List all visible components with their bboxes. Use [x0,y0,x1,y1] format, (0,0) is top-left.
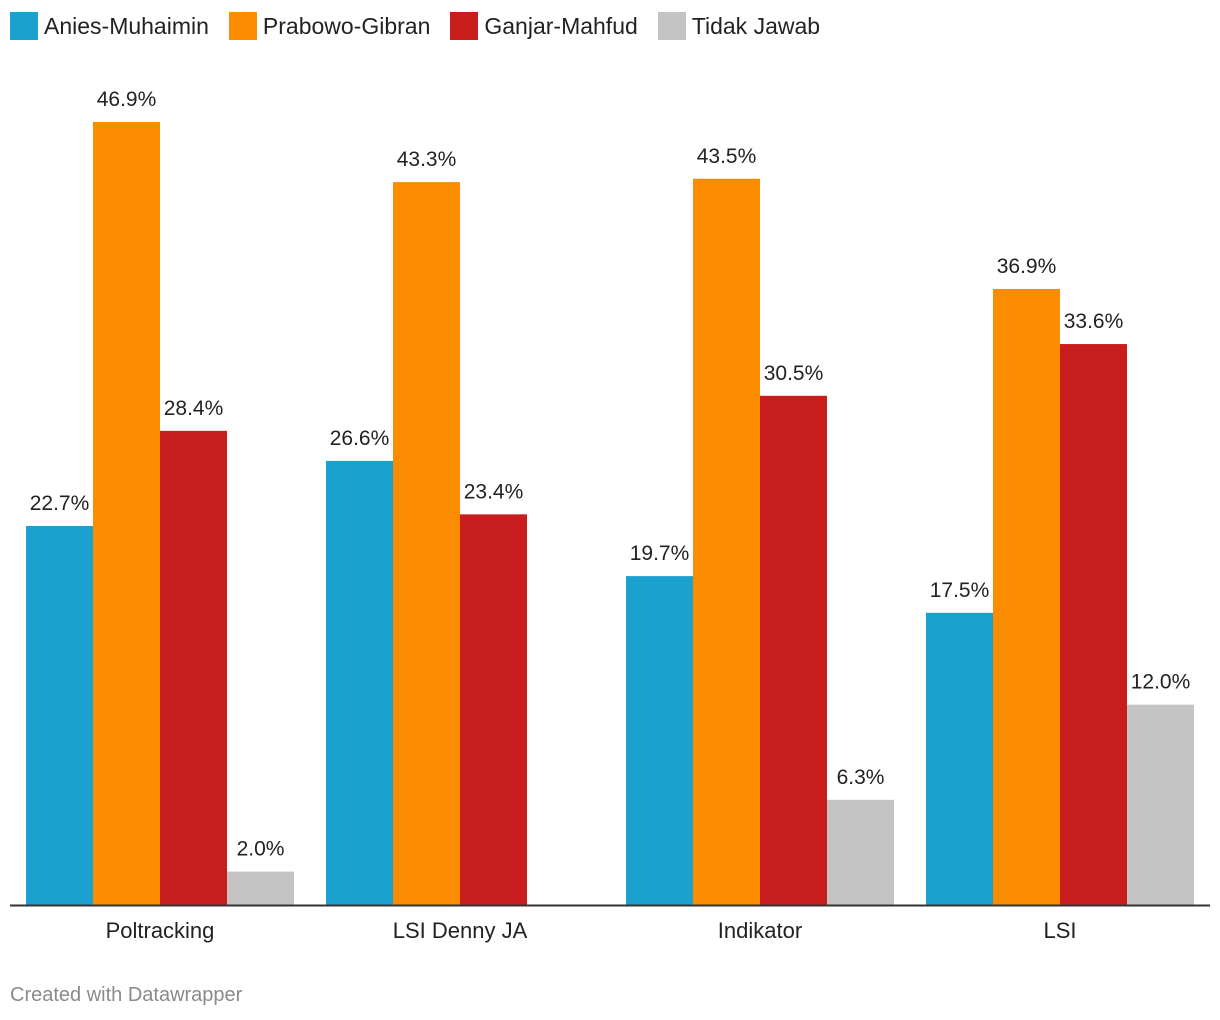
category-label: LSI [1043,918,1076,943]
bar-prabowo-gibran-indikator [693,178,760,906]
data-label: 12.0% [1131,671,1191,694]
legend-label: Anies-Muhaimin [44,12,209,39]
category-label: Indikator [718,918,802,943]
datawrapper-credit: Created with Datawrapper [10,984,243,1006]
data-label: 30.5% [764,362,824,385]
bar-prabowo-gibran-poltracking [93,122,160,905]
data-label: 46.9% [97,88,157,111]
category-label: LSI Denny JA [393,918,528,943]
bar-ganjar-mahfud-poltracking [160,430,227,905]
data-label: 6.3% [837,766,885,789]
data-label: 33.6% [1064,310,1124,333]
chart-legend: Anies-Muhaimin Prabowo-Gibran Ganjar-Mah… [10,10,840,42]
bar-tidak-jawab-lsi [1127,704,1194,905]
bar-ganjar-mahfud-lsi [1060,344,1127,905]
legend-label: Ganjar-Mahfud [484,12,638,39]
bar-ganjar-mahfud-indikator [760,395,827,905]
legend-label: Prabowo-Gibran [262,12,431,39]
bar-prabowo-gibran-lsi-denny-ja [393,182,460,905]
legend-item-anies-muhaimin: Anies-Muhaimin [10,12,209,40]
data-label: 43.5% [697,145,757,168]
bar-prabowo-gibran-lsi [993,288,1060,906]
data-label: 26.6% [330,427,390,450]
data-label: 36.9% [997,255,1057,278]
bar-tidak-jawab-indikator [827,799,894,905]
data-label: 43.3% [397,148,457,171]
data-label: 2.0% [237,838,285,861]
bar-ganjar-mahfud-lsi-denny-ja [460,514,527,905]
bar-anies-muhaimin-poltracking [26,526,93,905]
legend-item-ganjar-mahfud: Ganjar-Mahfud [450,12,638,40]
legend-item-tidak-jawab: Tidak Jawab [657,12,821,40]
data-label: 17.5% [930,579,990,602]
data-label: 23.4% [464,480,524,503]
legend-label: Tidak Jawab [691,12,821,39]
data-label: 22.7% [30,492,90,515]
bar-anies-muhaimin-indikator [626,576,693,905]
bar-tidak-jawab-poltracking [227,871,294,905]
legend-swatch [657,12,686,40]
category-label: Poltracking [106,918,215,943]
legend-item-prabowo-gibran: Prabowo-Gibran [228,12,431,40]
data-label: 28.4% [164,397,224,420]
data-label: 19.7% [630,542,690,565]
legend-swatch [228,12,257,40]
bar-anies-muhaimin-lsi-denny-ja [326,460,393,905]
legend-swatch [10,12,38,40]
bar-anies-muhaimin-lsi [926,612,993,905]
legend-swatch [450,12,479,40]
